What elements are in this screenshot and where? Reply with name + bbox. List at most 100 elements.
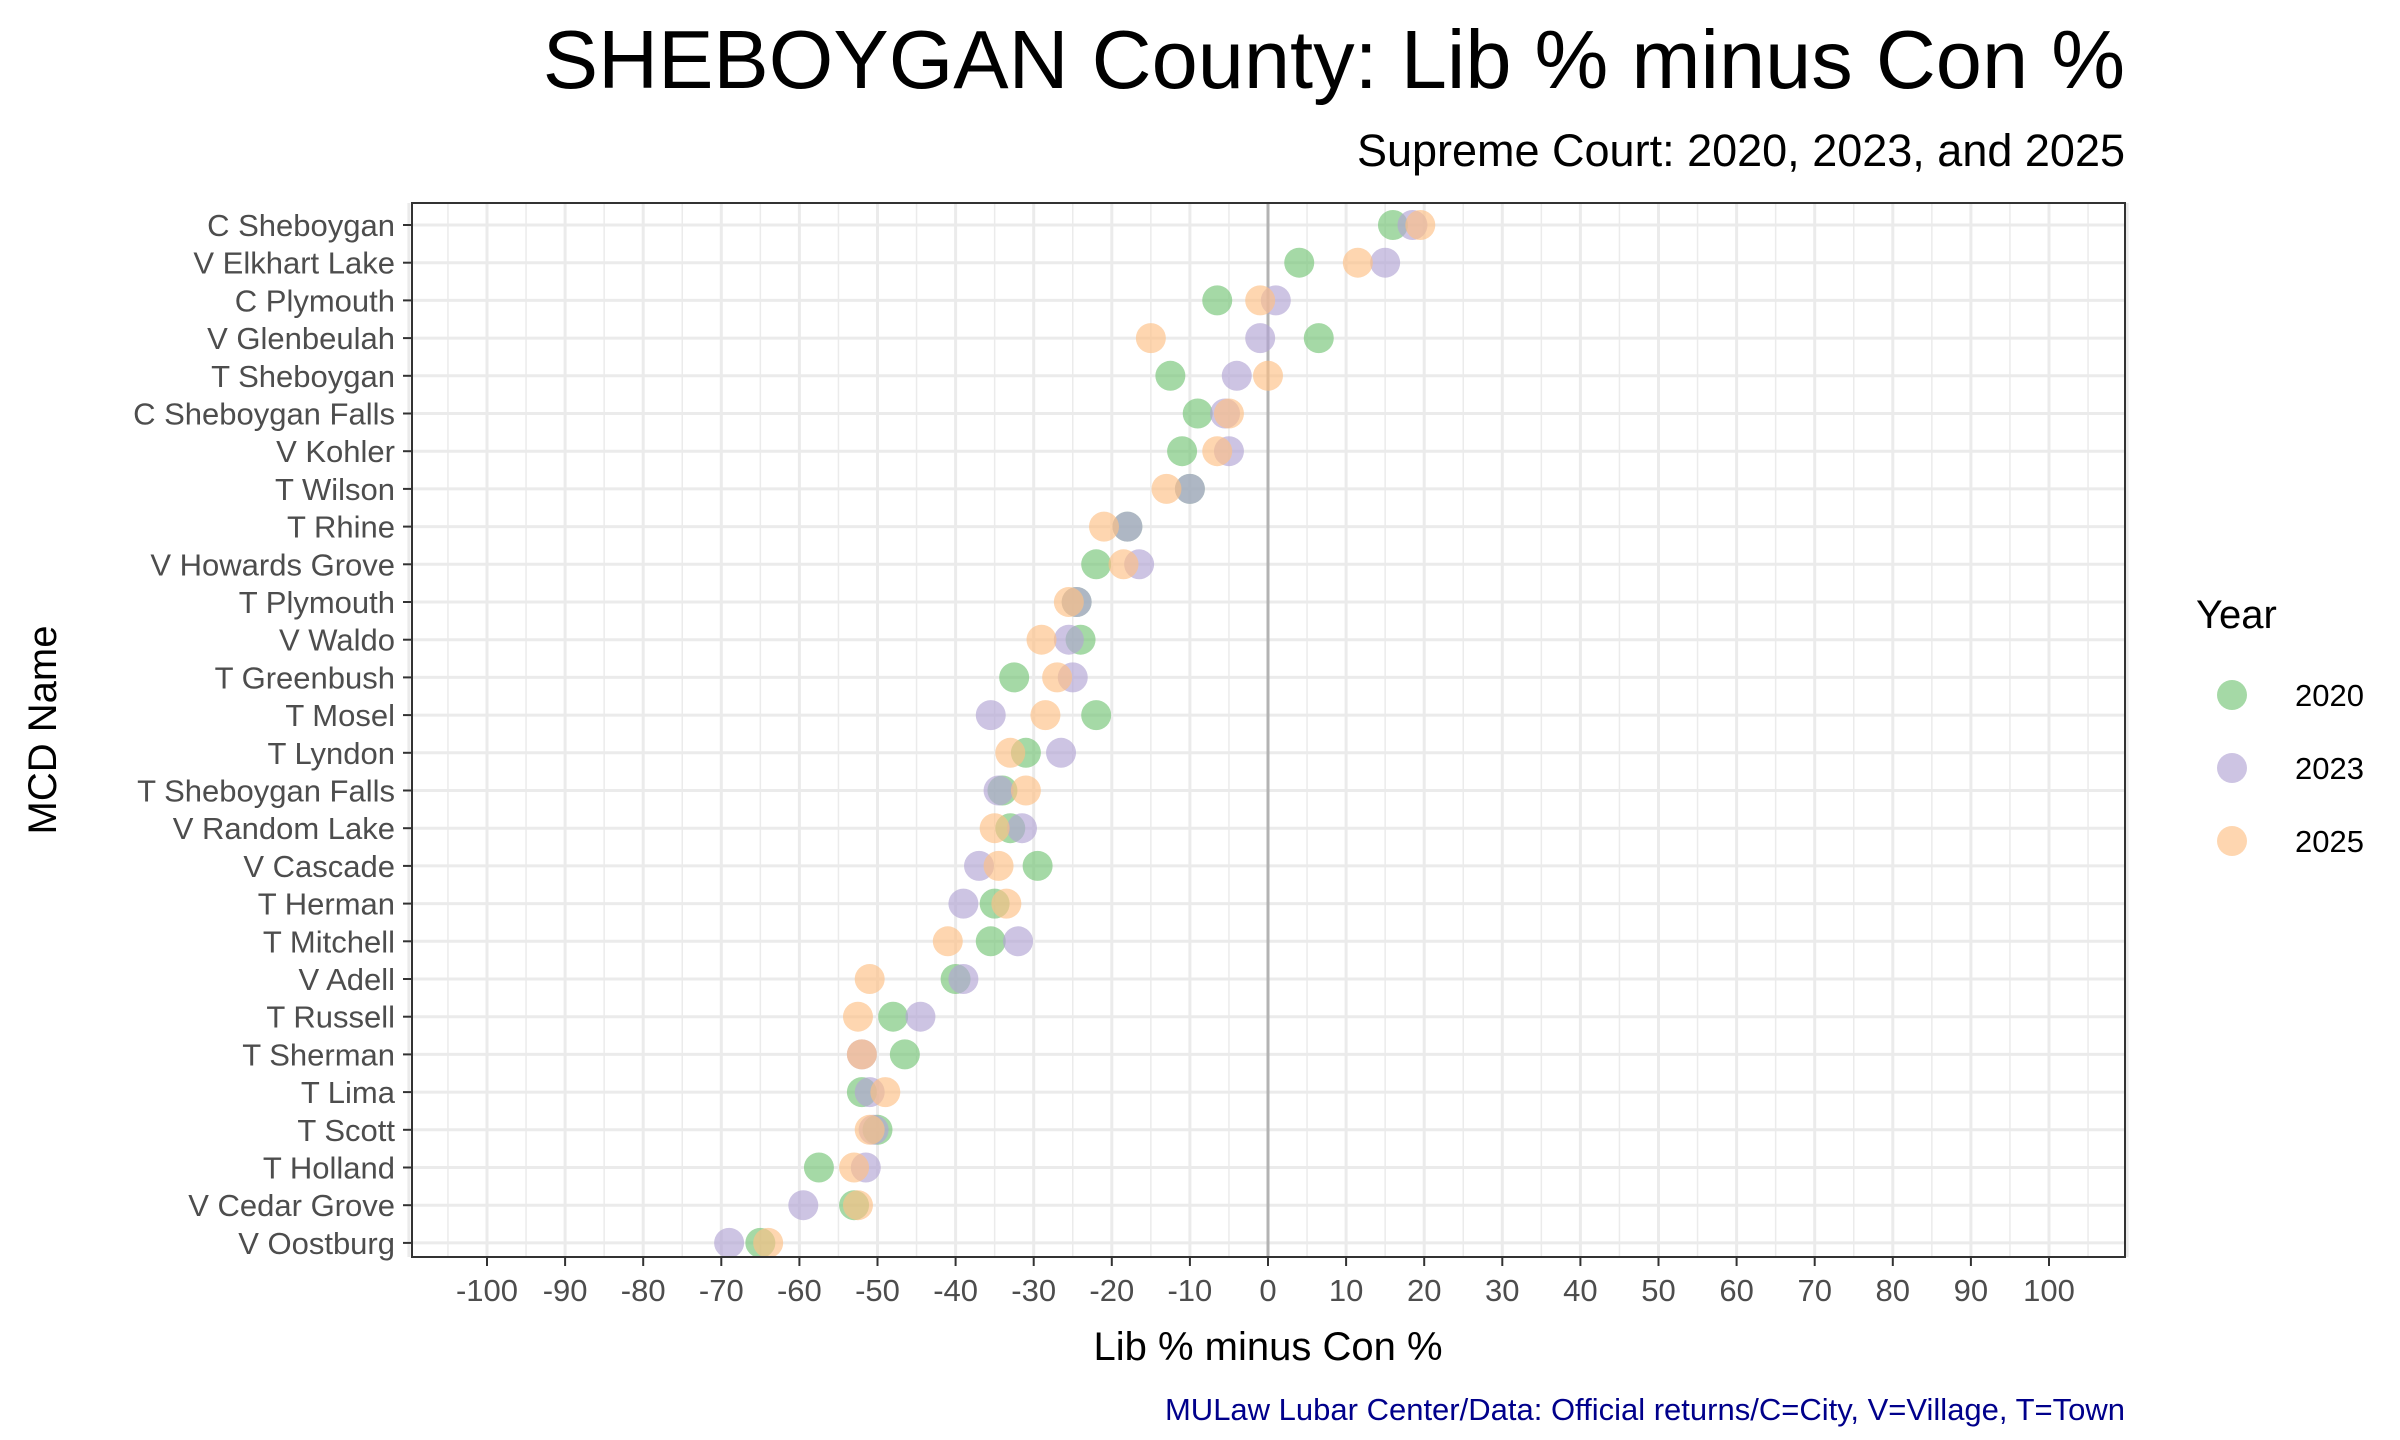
x-axis-ticks: -100 -90 -80 -70 -60 -50 -40 -30 -20 -10 0 10 20 30 40…: [456, 1257, 2075, 1308]
y-tick-label: V Adell: [298, 962, 395, 997]
point-2025-v-waldo: [1026, 624, 1057, 655]
point-2020-t-sherman: [889, 1039, 920, 1070]
x-tick-label: -30: [1011, 1273, 1056, 1308]
point-2023-v-waldo: [1053, 624, 1084, 655]
point-2020-v-elkhart-lake: [1284, 247, 1315, 278]
point-2025-c-sheboygan: [1405, 210, 1436, 240]
point-2025-v-adell: [854, 964, 885, 994]
y-tick-label: T Greenbush: [215, 660, 395, 695]
x-tick-label: 30: [1485, 1273, 1519, 1308]
y-tick-label: T Russell: [266, 1000, 395, 1035]
point-2023-v-glenbeulah: [1245, 323, 1276, 354]
x-tick-label: -80: [621, 1273, 666, 1308]
x-tick-label: 70: [1797, 1273, 1831, 1308]
point-2025-t-sheboygan-falls: [1010, 775, 1041, 806]
y-tick-label: C Plymouth: [235, 283, 395, 318]
point-2020-v-howards-grove: [1081, 549, 1112, 580]
point-2020-v-kohler: [1167, 436, 1198, 467]
point-2020-t-mitchell: [975, 926, 1006, 957]
point-2023-t-mitchell: [1003, 926, 1034, 957]
x-tick-label: 90: [1954, 1273, 1988, 1308]
x-axis-title: Lib % minus Con %: [1093, 1325, 1442, 1369]
x-tick-label: 40: [1563, 1273, 1597, 1308]
point-2020-v-glenbeulah: [1303, 323, 1334, 354]
point-2023-t-lyndon: [1046, 737, 1077, 768]
y-tick-label: T Sheboygan: [211, 359, 395, 394]
x-tick-label: -20: [1089, 1273, 1134, 1308]
y-tick-label: T Sherman: [242, 1037, 395, 1072]
point-2025-t-mosel: [1030, 700, 1061, 731]
point-2025-c-sheboygan-falls: [1213, 398, 1244, 429]
y-tick-label: T Scott: [297, 1113, 395, 1148]
point-2023-t-russell: [905, 1001, 936, 1032]
point-2025-v-glenbeulah: [1135, 323, 1166, 354]
point-2025-t-sherman: [846, 1039, 877, 1070]
legend-title: Year: [2196, 593, 2277, 637]
legend-key-2025: [2217, 826, 2247, 856]
point-2025-t-greenbush: [1042, 662, 1073, 693]
legend-key-2023: [2217, 753, 2247, 783]
y-tick-label: T Sheboygan Falls: [137, 774, 395, 809]
point-2023-t-herman: [948, 888, 979, 919]
y-tick-label: V Cedar Grove: [188, 1188, 395, 1223]
x-tick-label: -70: [699, 1273, 744, 1308]
point-2023-t-sheboygan: [1221, 360, 1252, 391]
x-tick-label: 100: [2023, 1273, 2075, 1308]
y-tick-label: V Elkhart Lake: [193, 246, 395, 281]
y-tick-label: V Cascade: [243, 849, 395, 884]
chart-subtitle: Supreme Court: 2020, 2023, and 2025: [1357, 125, 2125, 176]
y-tick-label: T Holland: [263, 1151, 395, 1186]
point-2023-v-cedar-grove: [788, 1190, 819, 1221]
point-2023-v-random-lake: [1006, 813, 1037, 844]
y-tick-label: T Rhine: [287, 510, 395, 545]
point-2025-t-holland: [839, 1152, 870, 1183]
point-2023-v-oostburg: [714, 1227, 745, 1258]
point-2025-v-elkhart-lake: [1342, 247, 1373, 278]
point-2025-t-lyndon: [995, 737, 1026, 768]
y-tick-label: T Lyndon: [267, 736, 395, 771]
x-tick-label: -60: [777, 1273, 822, 1308]
point-2023-t-rhine: [1112, 511, 1143, 542]
legend-label-2020: 2020: [2295, 678, 2364, 713]
y-tick-label: T Plymouth: [239, 585, 395, 620]
legend-label-2023: 2023: [2295, 751, 2364, 786]
data-points: [714, 210, 1436, 1258]
y-tick-label: V Glenbeulah: [207, 321, 395, 356]
x-tick-label: -90: [543, 1273, 588, 1308]
point-2025-t-wilson: [1151, 473, 1182, 504]
point-2023-t-mosel: [975, 700, 1006, 731]
y-tick-label: V Kohler: [276, 434, 395, 469]
point-2025-t-plymouth: [1053, 587, 1084, 617]
y-tick-label: C Sheboygan Falls: [133, 397, 395, 432]
y-tick-label: T Mitchell: [263, 924, 395, 959]
x-tick-label: 60: [1719, 1273, 1753, 1308]
point-2023-t-sheboygan-falls: [983, 775, 1014, 806]
y-axis-title: MCD Name: [21, 626, 65, 835]
point-2020-t-greenbush: [999, 662, 1030, 693]
x-tick-label: -40: [933, 1273, 978, 1308]
point-2020-t-mosel: [1081, 700, 1112, 731]
y-tick-label: T Mosel: [285, 698, 395, 733]
point-2025-v-cedar-grove: [842, 1190, 873, 1221]
point-2020-t-holland: [803, 1152, 834, 1183]
point-2025-t-scott: [854, 1114, 885, 1145]
y-tick-label: V Howards Grove: [150, 547, 395, 582]
point-2020-c-plymouth: [1202, 285, 1233, 316]
point-2025-v-kohler: [1202, 436, 1233, 467]
point-2025-v-random-lake: [979, 813, 1010, 844]
x-tick-label: 10: [1329, 1273, 1363, 1308]
point-2020-t-russell: [878, 1001, 909, 1032]
legend: Year 2020 2023 2025: [2196, 593, 2364, 859]
x-tick-label: 50: [1641, 1273, 1675, 1308]
point-2025-t-russell: [842, 1001, 873, 1032]
point-2025-t-sheboygan: [1253, 360, 1283, 391]
y-tick-label: T Lima: [301, 1075, 396, 1110]
point-2025-c-plymouth: [1245, 285, 1276, 316]
point-2020-c-sheboygan-falls: [1182, 398, 1213, 429]
x-tick-label: -50: [855, 1273, 900, 1308]
x-tick-label: -100: [456, 1273, 518, 1308]
y-tick-label: T Wilson: [275, 472, 395, 507]
point-2025-t-herman: [991, 888, 1022, 919]
point-2025-v-cascade: [983, 850, 1014, 881]
